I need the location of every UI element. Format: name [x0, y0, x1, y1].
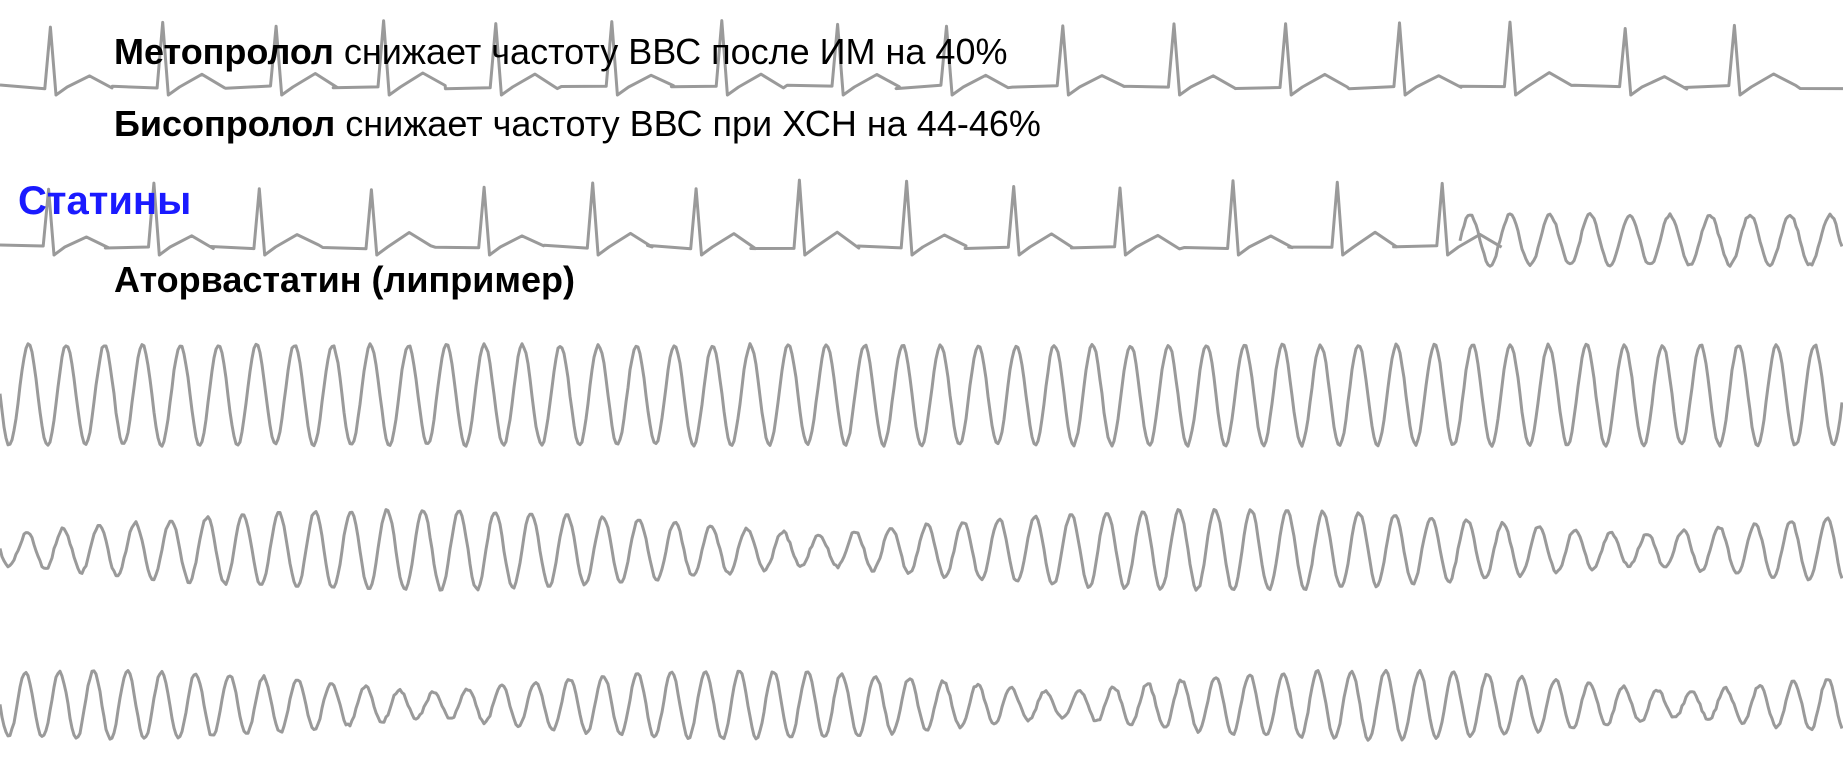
- text-line: Аторвастатин (липример): [114, 262, 575, 298]
- text-line: Бисопролол снижает частоту ВВС при ХСН н…: [114, 106, 1041, 142]
- ecg-trace: [0, 510, 1842, 591]
- ecg-trace: [0, 180, 1502, 255]
- ecg-trace: [0, 344, 1842, 447]
- section-heading: Статины: [18, 181, 191, 221]
- drug-name: Бисопролол: [114, 103, 335, 144]
- drug-effect: снижает частоту ВВС после ИМ на 40%: [344, 31, 1008, 72]
- slide: Метопролол снижает частоту ВВС после ИМ …: [0, 0, 1843, 765]
- ecg-trace: [1460, 214, 1842, 267]
- drug-name: Аторвастатин (липример): [114, 259, 575, 300]
- text-line: Метопролол снижает частоту ВВС после ИМ …: [114, 34, 1007, 70]
- drug-name: Метопролол: [114, 31, 334, 72]
- drug-effect: снижает частоту ВВС при ХСН на 44-46%: [345, 103, 1041, 144]
- ecg-trace: [0, 670, 1842, 740]
